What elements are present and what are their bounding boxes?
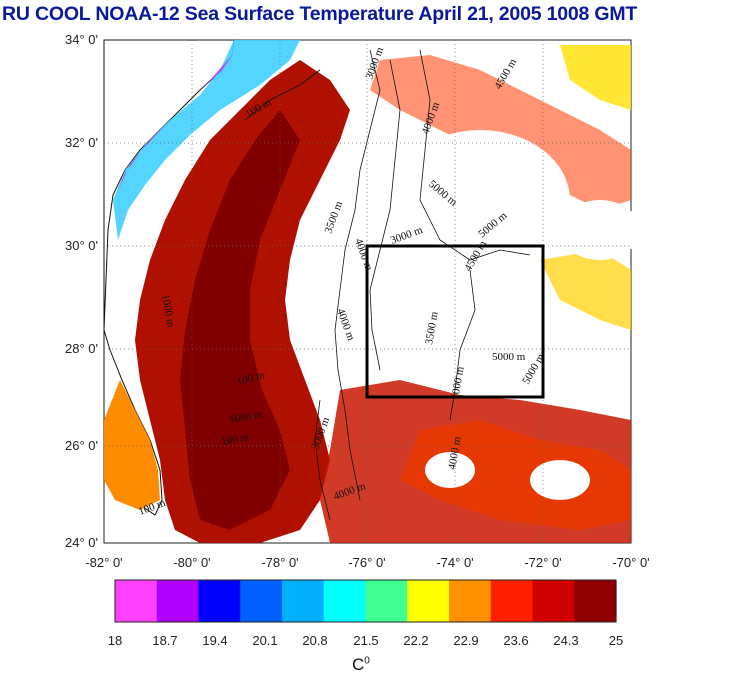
lat-tick-label: 30° 0': [65, 238, 98, 253]
lat-tick-label: 28° 0': [65, 341, 98, 356]
lon-tick-label: -76° 0': [348, 555, 385, 570]
study-area-box: [365, 244, 545, 399]
contour-label: 5000 m: [492, 351, 526, 363]
sst-map: 100 m 3000 m 4000 m 4500 m 5000 m 3500 m…: [65, 32, 650, 570]
contour-label: 1000 m: [159, 293, 177, 328]
sst-gulf-stream-core: [180, 110, 300, 530]
lon-tick-label: -72° 0': [524, 555, 561, 570]
lat-axis: 34° 0' 32° 0' 30° 0' 28° 0' 26° 0' 24° 0…: [65, 32, 98, 550]
lon-tick-label: -82° 0': [85, 555, 122, 570]
sst-coastal-purple: [118, 55, 232, 190]
colorbar-unit: C0: [352, 655, 370, 675]
lon-axis: -82° 0' -80° 0' -78° 0' -76° 0' -74° 0' …: [85, 555, 649, 570]
contour-label: 1000 m: [228, 408, 263, 426]
sst-sargasso-patches: [400, 420, 631, 530]
lon-tick-label: -80° 0': [173, 555, 210, 570]
lat-tick-label: 24° 0': [65, 535, 98, 550]
lat-tick-label: 32° 0': [65, 135, 98, 150]
contour-label: 100 m: [220, 431, 250, 448]
sst-north-yellow: [560, 45, 631, 110]
map-title: RU COOL NOAA-12 Sea Surface Temperature …: [2, 3, 638, 25]
bathymetry-contours: [244, 49, 531, 521]
colorbar-unit-sup: 0: [364, 655, 370, 667]
lon-tick-label: -78° 0': [261, 555, 298, 570]
lon-tick-label: -70° 0': [612, 555, 649, 570]
sst-mid-patches: [540, 250, 631, 330]
contour-label: 3500 m: [423, 310, 441, 345]
lat-tick-label: 26° 0': [65, 438, 98, 453]
lon-tick-label: -74° 0': [436, 555, 473, 570]
contour-label: 1000 m: [449, 365, 467, 400]
colorbar-unit-text: C: [352, 655, 365, 674]
lat-tick-label: 34° 0': [65, 32, 98, 47]
sst-shelf-warm: [104, 380, 160, 510]
